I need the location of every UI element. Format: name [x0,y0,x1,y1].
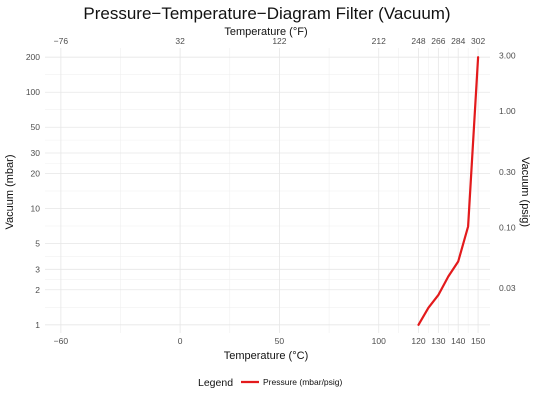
y-tick-label: 10 [31,204,41,214]
y-tick-label: 1 [35,320,40,330]
x2-axis-title: Temperature (°F) [224,26,307,38]
y-tick-label: 3 [35,264,40,274]
x2-tick-label: 302 [471,36,485,46]
x2-tick-label: 32 [175,36,185,46]
x-tick-label: −60 [54,336,69,346]
x-tick-label: 0 [178,336,183,346]
x-tick-label: 140 [451,336,465,346]
y-tick-label: 50 [31,122,41,132]
y2-tick-label: 3.00 [499,51,516,61]
chart-title: Pressure−Temperature−Diagram Filter (Vac… [83,4,450,23]
x-axis-title: Temperature (°C) [224,350,308,362]
y-axis-title: Vacuum (mbar) [4,155,16,230]
y-tick-label: 100 [26,87,40,97]
x2-tick-label: 284 [451,36,465,46]
x2-tick-label: 266 [431,36,445,46]
legend-label: Pressure (mbar/psig) [263,377,343,387]
y2-axis-title: Vacuum (psig) [519,157,531,227]
legend-title: Legend [198,377,233,389]
x-tick-label: 100 [372,336,386,346]
y-tick-label: 2 [35,285,40,295]
x2-axis-ticks: −76 32 122 212 248 266 284 302 [54,36,486,46]
y2-tick-label: 0.10 [499,222,516,232]
x-axis-ticks: −60 0 50 100 120 130 140 150 [54,336,486,346]
y-tick-label: 20 [31,168,41,178]
grid [45,48,490,333]
x2-tick-label: 248 [411,36,425,46]
legend: Legend Pressure (mbar/psig) [198,377,343,389]
y-tick-label: 5 [35,239,40,249]
y2-axis-ticks: 0.03 0.10 0.30 1.00 3.00 [499,51,516,294]
x-tick-label: 120 [411,336,425,346]
x2-tick-label: −76 [54,36,69,46]
y-tick-label: 200 [26,52,40,62]
y2-tick-label: 0.03 [499,283,516,293]
series-lines [417,56,480,326]
y2-tick-label: 0.30 [499,167,516,177]
y-axis-ticks: 1 2 3 5 10 20 30 50 100 200 [26,52,40,330]
y-tick-label: 30 [31,148,41,158]
x-tick-label: 150 [471,336,485,346]
y2-tick-label: 1.00 [499,106,516,116]
x-tick-label: 130 [431,336,445,346]
x2-tick-label: 212 [372,36,386,46]
x2-tick-label: 122 [272,36,286,46]
x-tick-label: 50 [275,336,285,346]
series-line [417,56,480,326]
